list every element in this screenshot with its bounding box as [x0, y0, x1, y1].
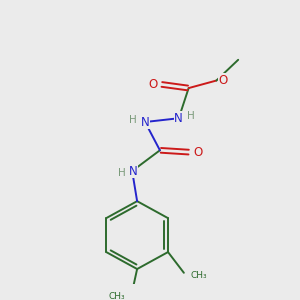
Text: CH₃: CH₃ [191, 271, 207, 280]
Text: CH₃: CH₃ [109, 292, 125, 300]
Text: O: O [148, 78, 158, 91]
Text: N: N [141, 116, 149, 128]
Text: H: H [129, 115, 137, 125]
Text: O: O [193, 146, 202, 159]
Text: N: N [174, 112, 183, 125]
Text: O: O [219, 74, 228, 87]
Text: N: N [129, 164, 137, 178]
Text: H: H [118, 168, 126, 178]
Text: H: H [187, 111, 194, 122]
